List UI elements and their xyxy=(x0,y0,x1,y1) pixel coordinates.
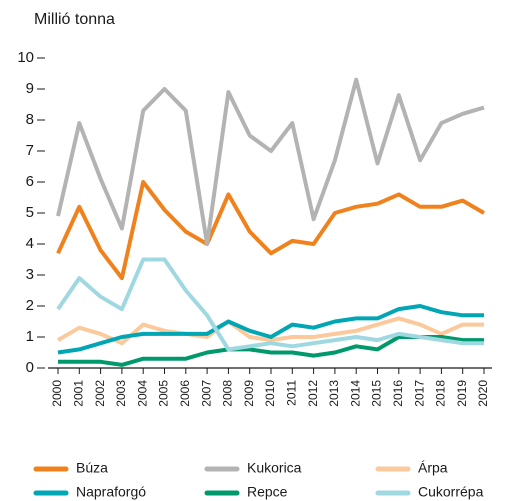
x-tick-label: 2010 xyxy=(263,380,277,407)
x-tick-label: 2002 xyxy=(93,380,107,407)
legend-label: Napraforgó xyxy=(76,484,146,500)
x-tick-label: 2012 xyxy=(306,380,320,407)
y-tick-label: 4 xyxy=(26,235,34,252)
y-tick-label: 0 xyxy=(26,359,34,376)
series-line xyxy=(56,180,486,281)
y-tick-label: 2 xyxy=(26,297,34,314)
x-tick-label: 2015 xyxy=(370,380,384,407)
x-tick-label: 2000 xyxy=(50,380,64,407)
legend-label: Árpa xyxy=(418,460,448,476)
x-tick-label: 2009 xyxy=(242,380,256,407)
legend-label: Repce xyxy=(247,484,288,500)
series-line xyxy=(56,316,484,346)
x-tick-label: 2007 xyxy=(199,380,213,407)
y-tick-label: 3 xyxy=(26,266,34,283)
x-tick-label: 2013 xyxy=(327,380,341,407)
x-tick-label: 2005 xyxy=(157,380,171,407)
x-tick-label: 2019 xyxy=(455,380,469,407)
y-tick-label: 8 xyxy=(26,111,34,128)
y-tick-label: 7 xyxy=(26,142,34,159)
legend-label: Kukorica xyxy=(247,460,302,476)
series-line xyxy=(57,304,484,355)
y-tick-label: 9 xyxy=(26,80,34,97)
x-tick-label: 2004 xyxy=(135,380,149,407)
x-tick-label: 2017 xyxy=(412,380,426,407)
y-tick-label: 6 xyxy=(26,173,34,190)
x-tick-label: 2011 xyxy=(284,380,298,406)
legend-label: Búza xyxy=(76,460,108,476)
x-tick-label: 2006 xyxy=(178,380,192,407)
x-tick-label: 2016 xyxy=(391,380,405,407)
y-tick-label: 10 xyxy=(17,49,34,66)
series-line xyxy=(56,257,484,352)
series-line xyxy=(56,77,485,246)
legend-label: Cukorrépa xyxy=(418,484,484,500)
y-tick-label: 5 xyxy=(26,204,34,221)
x-tick-label: 2001 xyxy=(71,380,85,407)
y-axis-label: Millió tonna xyxy=(34,11,115,28)
x-tick-label: 2014 xyxy=(348,380,362,407)
x-tick-label: 2003 xyxy=(114,380,128,407)
x-tick-label: 2018 xyxy=(434,380,448,407)
x-tick-label: 2008 xyxy=(221,380,235,407)
y-tick-label: 1 xyxy=(26,328,34,345)
x-tick-label: 2020 xyxy=(476,380,490,407)
